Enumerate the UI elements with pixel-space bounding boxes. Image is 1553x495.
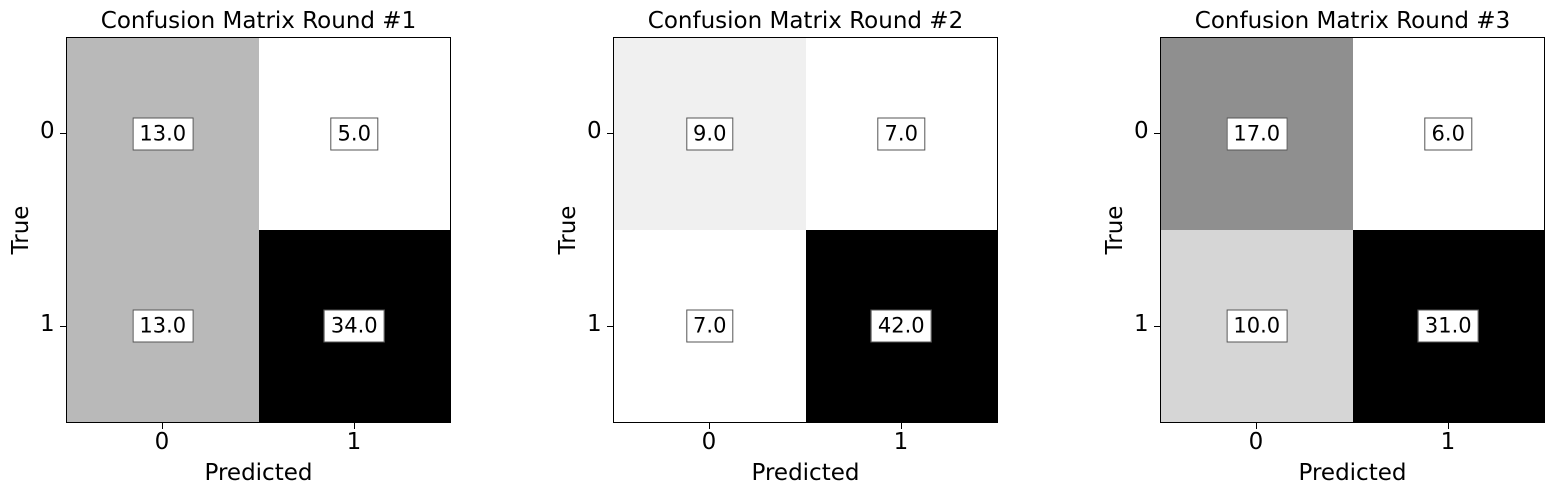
chart-title: Confusion Matrix Round #3: [1194, 8, 1511, 34]
y-axis-label: True: [555, 205, 581, 255]
x-tick-label: 1: [893, 429, 909, 455]
x-tick-label: 0: [154, 429, 170, 455]
y-tick-label: 0: [1134, 118, 1149, 144]
cell-value-label: 13.0: [132, 309, 194, 343]
y-tick-label: 0: [587, 118, 602, 144]
x-tick-label: 1: [1440, 429, 1456, 455]
x-tick-mark: [162, 423, 163, 429]
heatmap-cell: 5.0: [258, 38, 450, 230]
y-tick-mark: [1154, 326, 1160, 327]
cell-value-label: 9.0: [686, 117, 734, 151]
x-tick-mark: [354, 423, 355, 429]
x-tick-label: 1: [346, 429, 362, 455]
heatmap-plot-area: 13.0 5.0 13.0 34.0: [66, 37, 451, 423]
confusion-matrix-panel: Confusion Matrix Round #1 13.0 5.0 13.0 34.…: [0, 0, 520, 495]
heatmap-plot-area: 17.0 6.0 10.0 31.0: [1160, 37, 1545, 423]
heatmap-cell: 7.0: [805, 38, 997, 230]
heatmap-cell: 34.0: [258, 230, 450, 422]
heatmap-cell: 6.0: [1352, 38, 1544, 230]
x-tick-mark: [1256, 423, 1257, 429]
y-tick-mark: [607, 326, 613, 327]
x-tick-mark: [901, 423, 902, 429]
cell-value-label: 7.0: [686, 309, 734, 343]
cell-value-label: 17.0: [1226, 117, 1288, 151]
heatmap-cell: 7.0: [614, 230, 806, 422]
heatmap-cell: 17.0: [1161, 38, 1353, 230]
cell-value-label: 34.0: [323, 309, 385, 343]
x-tick-mark: [1448, 423, 1449, 429]
confusion-matrix-panel: Confusion Matrix Round #2 9.0 7.0 7.0 42.0 …: [547, 0, 1067, 495]
confusion-matrix-panel: Confusion Matrix Round #3 17.0 6.0 10.0 31.…: [1094, 0, 1553, 495]
x-axis-label: Predicted: [751, 460, 860, 486]
cell-value-label: 10.0: [1226, 309, 1288, 343]
y-tick-mark: [60, 326, 66, 327]
heatmap-cell: 10.0: [1161, 230, 1353, 422]
y-tick-label: 0: [40, 118, 55, 144]
chart-title: Confusion Matrix Round #2: [647, 8, 964, 34]
y-tick-label: 1: [40, 311, 55, 337]
heatmap-cell: 13.0: [67, 38, 259, 230]
y-axis-label: True: [8, 205, 34, 255]
x-tick-mark: [709, 423, 710, 429]
x-tick-label: 0: [1248, 429, 1264, 455]
heatmap-cell: 42.0: [805, 230, 997, 422]
y-axis-label: True: [1102, 205, 1128, 255]
y-tick-mark: [607, 133, 613, 134]
chart-title: Confusion Matrix Round #1: [100, 8, 417, 34]
x-tick-label: 0: [701, 429, 717, 455]
y-tick-mark: [60, 133, 66, 134]
cell-value-label: 42.0: [870, 309, 932, 343]
x-axis-label: Predicted: [204, 460, 313, 486]
cell-value-label: 6.0: [1424, 117, 1472, 151]
cell-value-label: 7.0: [877, 117, 925, 151]
y-tick-mark: [1154, 133, 1160, 134]
cell-value-label: 5.0: [330, 117, 378, 151]
heatmap-plot-area: 9.0 7.0 7.0 42.0: [613, 37, 998, 423]
heatmap-cell: 13.0: [67, 230, 259, 422]
y-tick-label: 1: [1134, 311, 1149, 337]
heatmap-cell: 31.0: [1352, 230, 1544, 422]
y-tick-label: 1: [587, 311, 602, 337]
cell-value-label: 31.0: [1417, 309, 1479, 343]
heatmap-cell: 9.0: [614, 38, 806, 230]
x-axis-label: Predicted: [1298, 460, 1407, 486]
cell-value-label: 13.0: [132, 117, 194, 151]
